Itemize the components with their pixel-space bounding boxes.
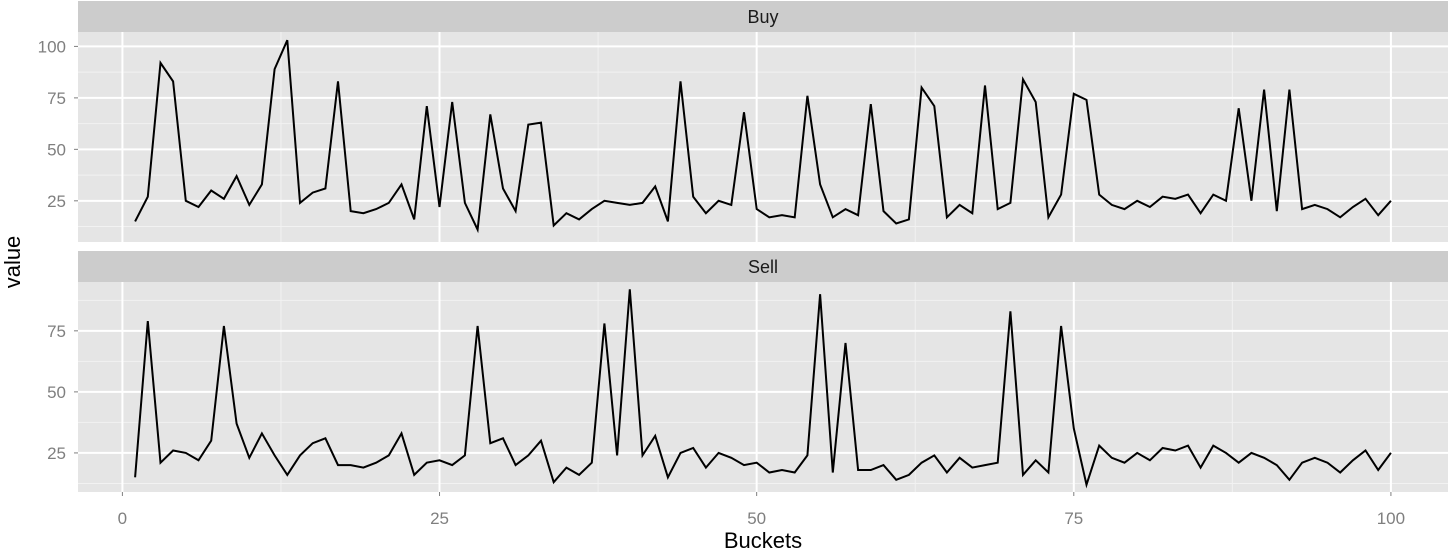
y-tick-label: 75 (47, 322, 66, 341)
y-tick-label: 50 (47, 140, 66, 159)
x-tick-label: 75 (1064, 509, 1083, 528)
facet-strip (78, 251, 1448, 282)
panel-background (78, 32, 1448, 242)
series-line-sell (134, 289, 1392, 489)
y-tick-label: 25 (47, 192, 66, 211)
x-axis: 0 25 50 75 100 (118, 492, 1405, 528)
x-tick-label: 50 (747, 509, 766, 528)
facet-strip-label: Sell (748, 257, 778, 277)
facet-strip-label: Buy (747, 7, 778, 27)
x-tick-label: 100 (1377, 509, 1405, 528)
series-line-buy (134, 39, 1392, 234)
y-tick-label: 100 (38, 37, 66, 56)
x-axis-title: Buckets (724, 528, 802, 550)
y-axis-title: value (0, 236, 25, 289)
y-tick-label: 75 (47, 89, 66, 108)
facet-strip (78, 1, 1448, 32)
x-tick-label: 0 (118, 509, 127, 528)
panel-background (78, 282, 1448, 492)
y-tick-label: 50 (47, 383, 66, 402)
panel-buy: Buy 25 50 75 100 (38, 1, 1448, 242)
panel-sell: Sell 25 50 75 (47, 251, 1448, 492)
y-tick-label: 25 (47, 444, 66, 463)
x-tick-label: 25 (430, 509, 449, 528)
panels-layer: Buy 25 50 75 100 Sell 25 50 75 (38, 1, 1448, 492)
